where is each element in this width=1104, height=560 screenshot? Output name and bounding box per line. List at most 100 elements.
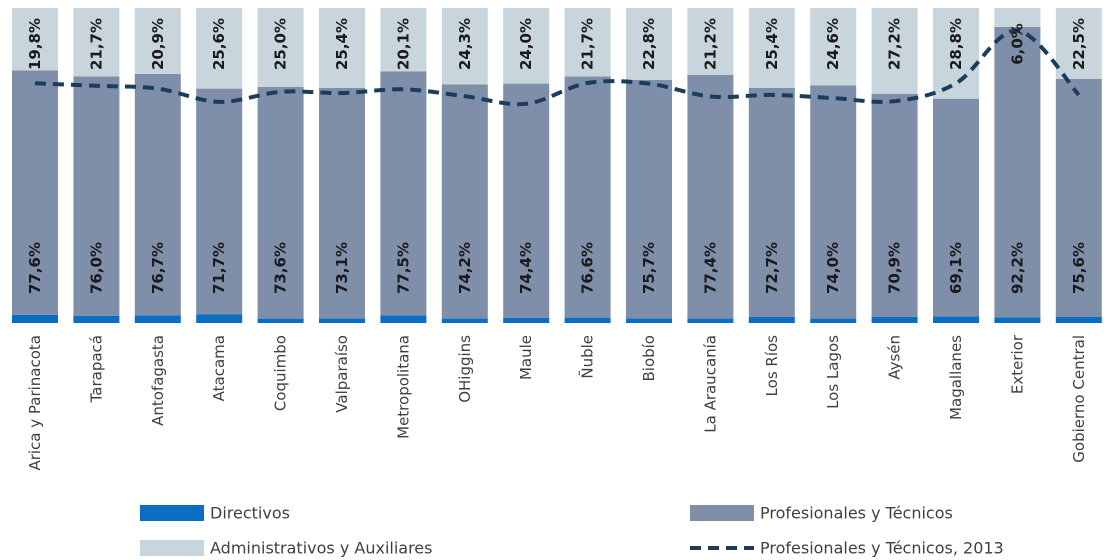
data-label-profesionales: 75,7% [640,242,658,294]
bar-segment [73,315,120,323]
legend-swatch [140,540,204,556]
data-label-administrativos: 19,8% [26,18,44,70]
category-label: Biobío [640,335,658,382]
bar-segment [626,8,672,80]
bar-segment [1055,8,1102,79]
bar-segment [871,317,918,323]
bar-segment [441,318,488,323]
data-label-profesionales: 92,2% [1008,242,1026,294]
bar-segment [687,74,734,319]
data-label-administrativos: 21,7% [87,18,105,70]
category-label: Antofagasta [149,335,167,426]
bar-segment [441,8,488,85]
legend-label: Directivos [210,504,290,523]
category-label: Valparaíso [333,335,351,413]
data-label-administrativos: 25,0% [272,18,290,70]
bar-segment [626,318,672,323]
data-label-profesionales: 71,7% [210,242,228,294]
bar-segment [810,318,857,323]
data-label-administrativos: 25,4% [333,18,351,70]
bar-segment [134,315,181,323]
data-labels-layer: 77,6% 19,8% 76,0% 21,7% 76,7% 20,9% 71,7% 25,6%… [26,18,1088,294]
data-label-administrativos: 25,6% [210,18,228,70]
data-label-profesionales: 77,5% [394,242,412,294]
category-label: Atacama [210,335,228,401]
data-label-administrativos: 21,7% [579,18,597,70]
bar-segment [994,26,1041,318]
data-label-profesionales: 77,6% [26,242,44,294]
bar-segment [871,8,918,94]
data-label-profesionales: 74,2% [456,242,474,294]
bar-segment [196,8,243,89]
data-label-administrativos: 27,2% [886,18,904,70]
data-label-profesionales: 72,7% [763,242,781,294]
data-label-profesionales: 74,0% [824,242,842,294]
legend: Directivos Profesionales y Técnicos Admini… [140,504,1004,558]
bar-segment [933,316,979,323]
bar-segment [73,76,120,316]
data-label-administrativos: 25,4% [763,18,781,70]
category-label: Los Lagos [824,335,842,409]
data-label-administrativos: 24,3% [456,18,474,70]
bar-segment [687,8,734,75]
legend-swatch [140,505,204,521]
bar-segment [933,8,979,99]
bar-segment [564,8,611,77]
bar-segment [441,84,488,319]
data-label-profesionales: 76,7% [149,242,167,294]
category-label: Magallanes [947,335,965,420]
category-label: Ñuble [578,335,597,379]
category-label: Aysén [886,335,904,380]
bar-segment [380,315,427,323]
bar-segment [687,318,734,323]
data-label-administrativos: 6,0% [1008,23,1026,65]
bar-segment [319,8,365,88]
bar-segment [319,88,365,319]
bar-segment [134,8,181,74]
bar-segment [12,70,58,315]
bar-segment [257,8,304,87]
line-profesionales-2013 [34,28,1081,107]
bar-segment [257,318,304,323]
bar-segment [257,86,304,319]
legend-label: Profesionales y Técnicos, 2013 [760,539,1004,558]
bar-segment [1055,78,1102,318]
category-label: Tarapacá [87,335,105,403]
bar-segment [871,93,918,317]
bars-layer [12,8,1102,323]
category-label: Gobierno Central [1070,335,1088,463]
line-layer [34,28,1081,107]
category-label: Los Ríos [763,335,781,397]
data-label-profesionales: 75,6% [1070,242,1088,294]
bar-segment [319,318,365,323]
data-label-administrativos: 22,5% [1070,18,1088,70]
data-label-administrativos: 20,1% [394,18,412,70]
legend-swatch [690,505,754,521]
category-label: Arica y Parinacota [26,335,44,471]
category-label: Coquimbo [272,335,290,411]
bar-segment [748,8,795,88]
bar-segment [810,8,857,86]
data-label-profesionales: 69,1% [947,242,965,294]
bar-segment [810,85,857,319]
category-label: Exterior [1008,334,1026,394]
bar-segment [73,8,120,77]
bar-segment [748,317,795,323]
category-label: La Araucanía [701,335,719,433]
category-label: OHiggins [456,335,474,403]
data-label-profesionales: 70,9% [886,242,904,294]
bar-segment [196,314,243,323]
data-label-administrativos: 20,9% [149,18,167,70]
data-label-administrativos: 21,2% [701,18,719,70]
bar-segment [380,71,427,316]
legend-label: Administrativos y Auxiliares [210,539,432,558]
bar-segment [933,98,979,317]
bar-segment [134,73,181,316]
bar-segment [503,318,550,323]
data-label-administrativos: 24,6% [824,18,842,70]
category-labels-layer: Arica y Parinacota Tarapacá Antofagasta Ata… [26,334,1088,470]
bar-segment [12,314,58,323]
data-label-profesionales: 73,1% [333,242,351,294]
bar-segment [748,88,795,317]
